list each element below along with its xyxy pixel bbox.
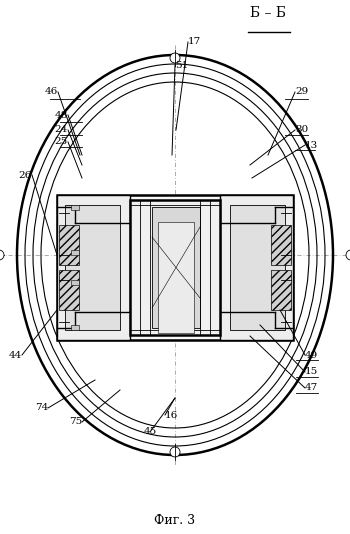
Text: 16: 16 [165,411,178,420]
Text: 49: 49 [305,350,318,359]
Bar [130,200,220,335]
Bar [65,205,120,330]
Text: 51: 51 [175,60,188,69]
Bar [57,195,293,340]
Text: 24: 24 [55,125,68,135]
Bar [152,207,200,328]
Bar [59,270,79,310]
Bar [220,195,293,340]
Bar [59,225,79,265]
Text: 44: 44 [9,350,22,359]
Text: 17: 17 [188,37,201,46]
Text: 48: 48 [55,111,68,120]
Circle shape [170,53,180,63]
Text: 29: 29 [295,88,308,97]
Bar [230,205,285,330]
Text: 46: 46 [45,88,58,97]
Text: 30: 30 [295,125,308,135]
Text: 74: 74 [35,404,48,412]
Circle shape [346,250,350,260]
Text: 47: 47 [305,383,318,392]
Bar [158,222,194,333]
Text: 26: 26 [19,170,32,179]
Text: Фиг. 3: Фиг. 3 [154,514,196,527]
Bar [71,280,79,285]
Text: 15: 15 [305,367,318,376]
Bar [71,205,79,210]
Text: 25: 25 [55,137,68,146]
Text: 75: 75 [69,418,82,427]
Circle shape [170,447,180,457]
Text: 45: 45 [144,428,157,436]
Bar [271,270,291,310]
Text: Б – Б: Б – Б [250,6,286,20]
Text: 13: 13 [305,140,318,150]
Bar [71,250,79,255]
Circle shape [0,250,4,260]
Bar [71,325,79,330]
Bar [57,195,130,340]
Bar [271,225,291,265]
